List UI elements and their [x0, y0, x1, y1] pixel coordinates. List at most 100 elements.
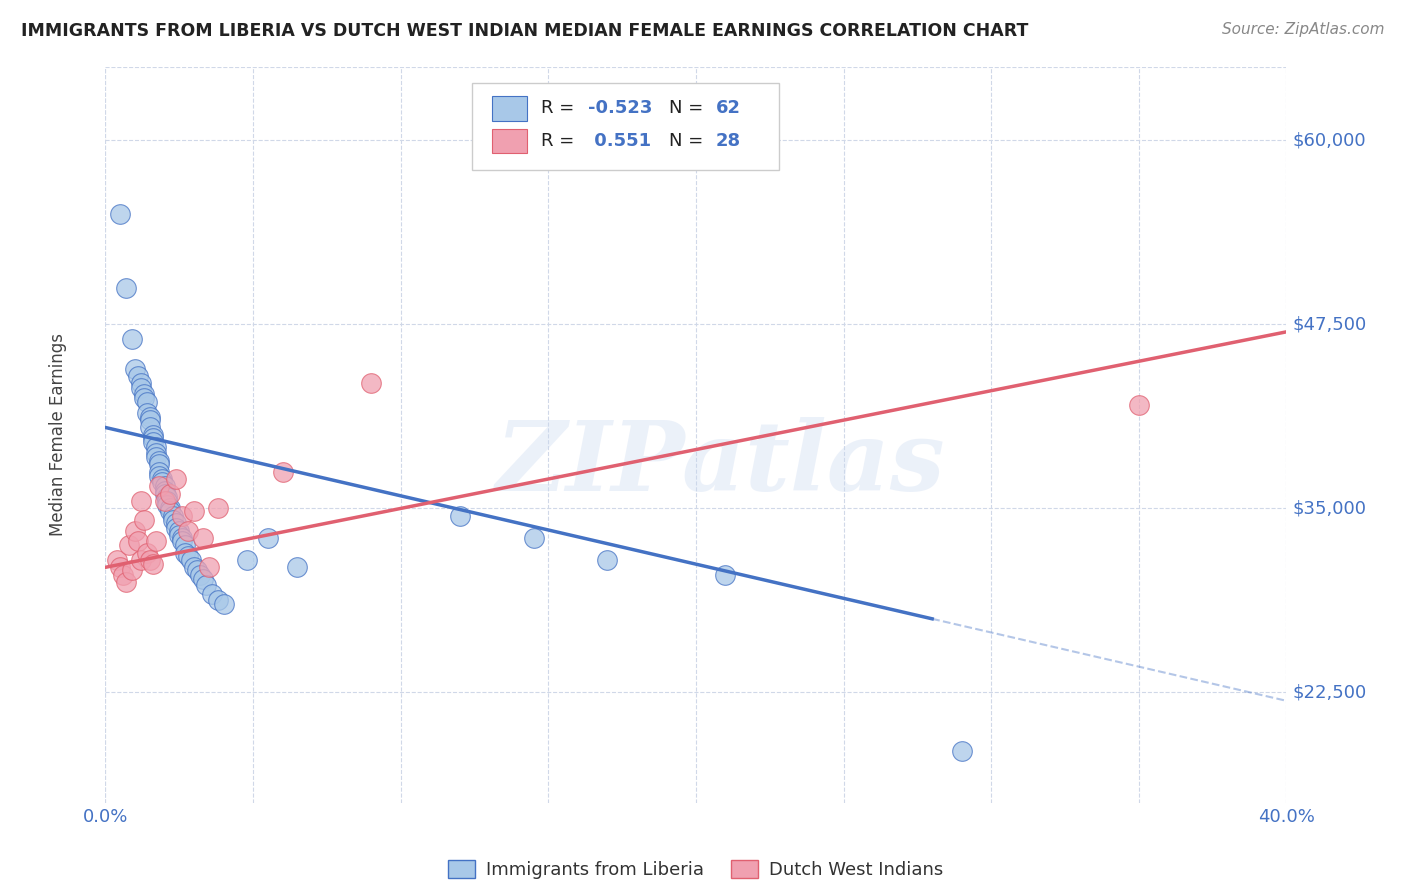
Point: [172, 508, 194, 523]
Point: [165, 516, 187, 530]
Point: [121, 563, 143, 577]
Point: [186, 563, 208, 577]
Text: 62: 62: [716, 100, 741, 118]
Point: [162, 508, 184, 523]
FancyBboxPatch shape: [471, 83, 779, 170]
Point: [127, 368, 149, 383]
Point: [142, 558, 165, 572]
Point: [714, 567, 737, 582]
Point: [138, 553, 162, 567]
Point: [145, 445, 167, 459]
Point: [207, 501, 229, 516]
Point: [150, 472, 173, 486]
Point: [132, 513, 155, 527]
Point: [257, 531, 280, 545]
Point: [145, 533, 167, 548]
Point: [191, 531, 214, 545]
Point: [159, 501, 181, 516]
Text: Median Female Earnings: Median Female Earnings: [49, 334, 67, 536]
Point: [142, 435, 165, 450]
Point: [153, 483, 176, 498]
Text: $47,500: $47,500: [1292, 316, 1367, 334]
FancyBboxPatch shape: [492, 96, 527, 120]
Point: [287, 560, 309, 574]
Point: [174, 545, 197, 560]
Point: [148, 465, 170, 479]
Point: [201, 587, 224, 601]
Point: [212, 597, 235, 611]
Text: IMMIGRANTS FROM LIBERIA VS DUTCH WEST INDIAN MEDIAN FEMALE EARNINGS CORRELATION : IMMIGRANTS FROM LIBERIA VS DUTCH WEST IN…: [21, 22, 1028, 40]
Point: [449, 508, 471, 523]
Point: [188, 567, 211, 582]
Point: [153, 486, 176, 500]
Point: [165, 472, 187, 486]
Point: [156, 490, 179, 504]
Point: [115, 574, 138, 589]
Point: [191, 572, 214, 586]
Point: [153, 494, 176, 508]
Point: [138, 420, 162, 434]
Text: ZIPatlas: ZIPatlas: [495, 417, 945, 511]
Point: [148, 479, 170, 493]
Point: [145, 440, 167, 454]
Text: 28: 28: [716, 132, 741, 150]
Point: [118, 538, 141, 552]
Text: N =: N =: [669, 132, 709, 150]
Point: [148, 469, 170, 483]
Point: [177, 524, 200, 538]
Point: [110, 560, 132, 574]
Point: [180, 553, 202, 567]
Text: -0.523: -0.523: [589, 100, 652, 118]
Text: Source: ZipAtlas.com: Source: ZipAtlas.com: [1222, 22, 1385, 37]
Point: [271, 465, 294, 479]
Point: [156, 499, 179, 513]
Point: [1128, 398, 1150, 412]
Text: R =: R =: [541, 100, 581, 118]
Point: [129, 376, 152, 391]
Point: [132, 386, 155, 401]
Point: [112, 567, 135, 582]
Point: [159, 504, 181, 518]
Point: [150, 475, 173, 489]
Text: 0.551: 0.551: [589, 132, 651, 150]
Point: [183, 504, 205, 518]
Point: [124, 361, 146, 376]
Point: [121, 332, 143, 346]
Point: [194, 578, 217, 592]
Point: [142, 427, 165, 442]
Point: [169, 524, 191, 538]
Point: [129, 494, 152, 508]
Point: [162, 513, 184, 527]
Point: [183, 560, 205, 574]
Point: [148, 457, 170, 471]
Point: [172, 531, 194, 545]
Point: [135, 406, 157, 420]
Text: $35,000: $35,000: [1292, 500, 1367, 517]
Point: [156, 494, 179, 508]
Point: [207, 592, 229, 607]
Point: [169, 528, 191, 542]
Point: [159, 486, 181, 500]
FancyBboxPatch shape: [492, 128, 527, 153]
Point: [172, 533, 194, 548]
Point: [115, 280, 138, 294]
Text: R =: R =: [541, 132, 581, 150]
Point: [135, 395, 157, 409]
Point: [177, 549, 200, 563]
Point: [148, 454, 170, 468]
Legend: Immigrants from Liberia, Dutch West Indians: Immigrants from Liberia, Dutch West Indi…: [441, 852, 950, 886]
Point: [138, 413, 162, 427]
Point: [360, 376, 382, 391]
Point: [142, 431, 165, 445]
Text: $60,000: $60,000: [1292, 131, 1367, 150]
Point: [110, 207, 132, 221]
Point: [129, 553, 152, 567]
Point: [138, 410, 162, 425]
Point: [135, 545, 157, 560]
Text: N =: N =: [669, 100, 709, 118]
Point: [132, 391, 155, 405]
Point: [236, 553, 259, 567]
Point: [145, 450, 167, 464]
Point: [153, 479, 176, 493]
Point: [127, 533, 149, 548]
